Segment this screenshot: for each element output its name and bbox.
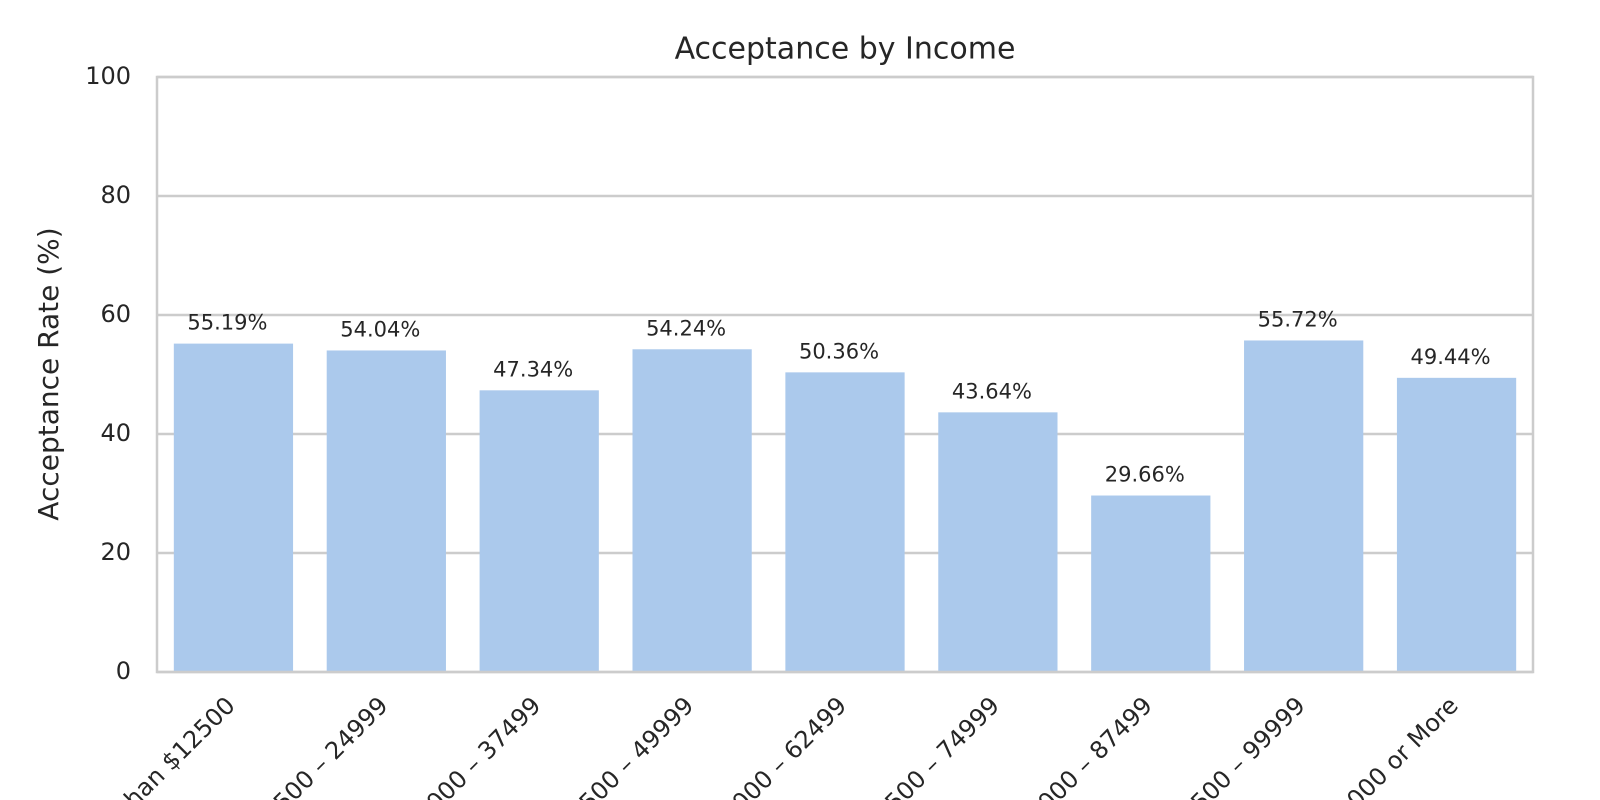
y-axis-label: Acceptance Rate (%) (32, 227, 65, 520)
value-label: 54.04% (340, 317, 420, 341)
bar (1396, 377, 1517, 672)
y-tick-label: 0 (116, 657, 131, 685)
x-tick-label: $75000 – 87499 (1000, 691, 1158, 800)
x-tick-label: $100000 or More (1298, 691, 1464, 800)
bar (1244, 340, 1364, 672)
plot-frame (155, 75, 1535, 674)
y-tick-label: 100 (85, 62, 131, 90)
x-tick-label: $25000 – 37499 (389, 691, 547, 800)
bar (632, 349, 752, 672)
y-tick-label: 20 (100, 538, 131, 566)
y-tick-label: 40 (100, 419, 131, 447)
chart-title: Acceptance by Income (675, 32, 1016, 67)
bar (785, 372, 905, 672)
value-label: 54.24% (646, 316, 726, 340)
value-label: 47.34% (493, 357, 573, 381)
value-label: 43.64% (952, 379, 1032, 403)
x-tick-label: $12500 – 24999 (236, 691, 394, 800)
bar (938, 412, 1058, 672)
x-tick-label: $37500 – 49999 (541, 691, 699, 800)
bar (326, 350, 446, 672)
x-tick-label: $62500 – 74999 (847, 691, 1005, 800)
value-label: 55.19% (187, 311, 267, 335)
y-tick-label: 60 (100, 300, 131, 328)
y-tick-label: 80 (100, 181, 131, 209)
value-label: 55.72% (1258, 307, 1338, 331)
value-label: 29.66% (1105, 463, 1185, 487)
x-tick-label: $50000 – 62499 (694, 691, 852, 800)
bar (479, 390, 599, 672)
x-tick-label: $87500 – 99999 (1153, 691, 1311, 800)
bar (1091, 495, 1211, 672)
value-label: 50.36% (799, 339, 879, 363)
bar (173, 343, 294, 672)
x-tick-label: Less than $12500 (69, 691, 240, 800)
value-label: 49.44% (1411, 345, 1491, 369)
